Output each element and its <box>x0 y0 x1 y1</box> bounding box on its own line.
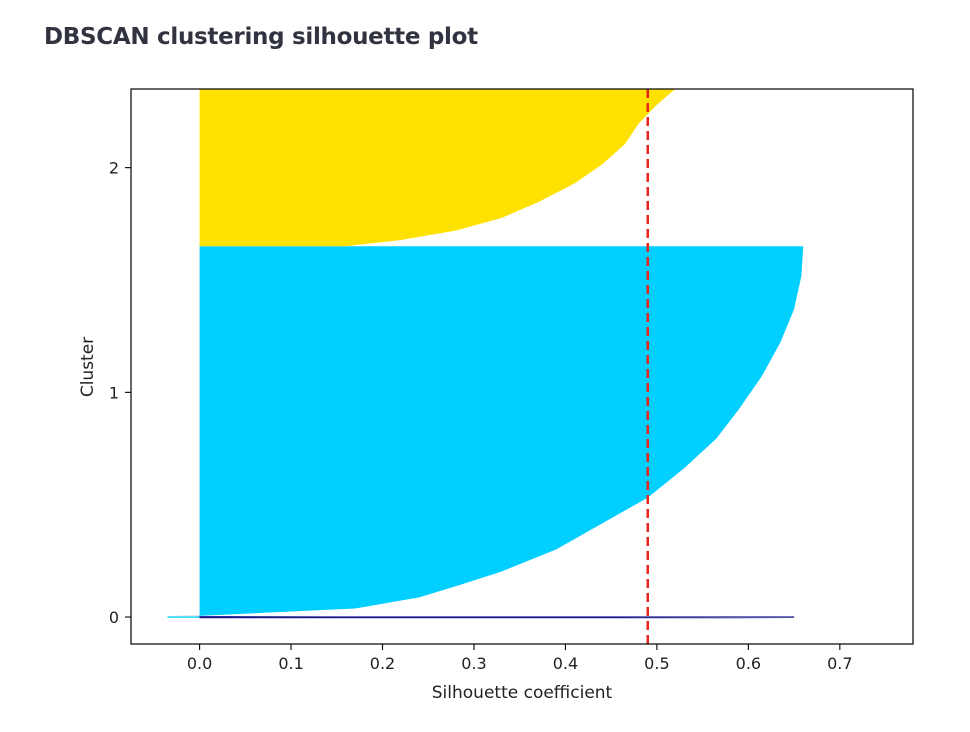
y-tick-label: 0 <box>109 608 119 627</box>
x-tick-label: 0.2 <box>370 654 395 673</box>
x-tick-label: 0.7 <box>827 654 852 673</box>
y-tick-label: 2 <box>109 159 119 178</box>
x-tick-label: 0.3 <box>461 654 486 673</box>
y-tick-label: 1 <box>109 383 119 402</box>
plot-area <box>130 88 914 645</box>
page-title: DBSCAN clustering silhouette plot <box>44 24 478 50</box>
x-tick-label: 0.4 <box>553 654 578 673</box>
y-axis: 0 1 2 <box>109 159 131 627</box>
x-axis-label: Silhouette coefficient <box>432 683 613 703</box>
cluster-1-silhouette <box>199 246 804 616</box>
x-tick-label: 0.5 <box>644 654 669 673</box>
plot-frame <box>130 88 914 645</box>
x-tick-label: 0.1 <box>278 654 303 673</box>
x-tick-label: 0.6 <box>736 654 761 673</box>
x-tick-label: 0.0 <box>187 654 212 673</box>
x-axis: 0.0 0.1 0.2 0.3 0.4 0.5 0.6 0.7 <box>187 644 853 673</box>
y-axis-label: Cluster <box>78 337 98 397</box>
cluster-silhouettes <box>167 89 804 619</box>
cluster-2-silhouette <box>199 89 676 247</box>
